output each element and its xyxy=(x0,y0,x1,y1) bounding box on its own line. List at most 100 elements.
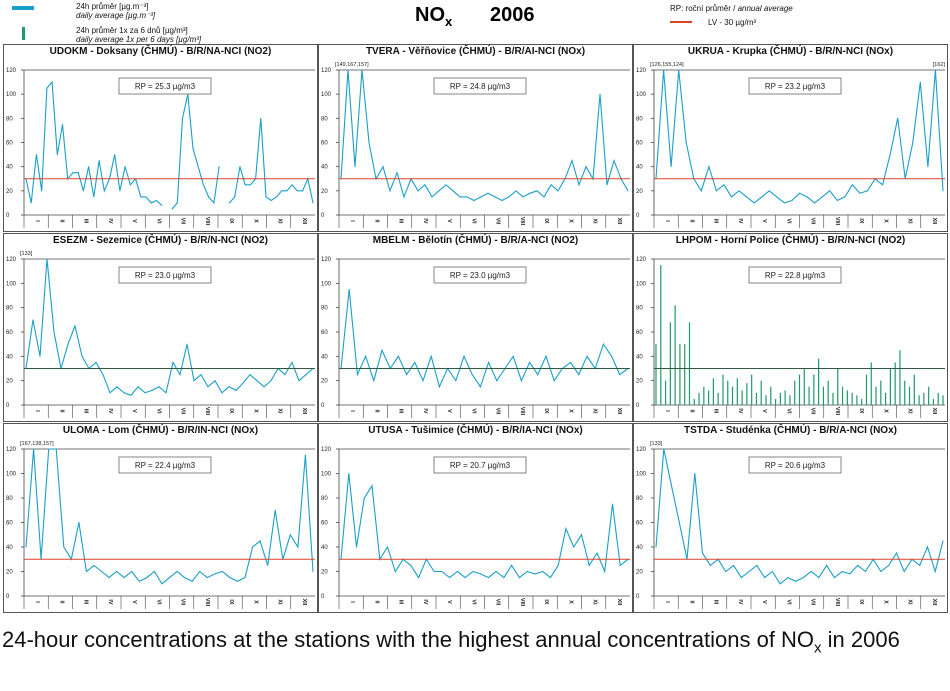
data-point xyxy=(895,552,897,554)
y-tick-label: 20 xyxy=(6,570,13,576)
month-label: I xyxy=(34,410,40,412)
data-point xyxy=(596,552,598,554)
data-point xyxy=(756,564,758,566)
data-point xyxy=(553,380,555,382)
month-label: XI xyxy=(907,218,913,224)
month-label: VII xyxy=(810,599,816,606)
data-point xyxy=(463,355,465,357)
y-tick-label: 80 xyxy=(321,496,328,502)
rp-label: RP = 22.4 µg/m3 xyxy=(135,461,196,470)
data-point xyxy=(466,196,468,198)
data-point xyxy=(406,374,408,376)
rp-label: RP = 23.2 µg/m3 xyxy=(765,82,826,91)
data-point xyxy=(495,571,497,572)
month-label: II xyxy=(58,219,64,223)
data-point xyxy=(63,546,65,548)
data-point xyxy=(116,386,118,388)
data-point xyxy=(748,571,750,572)
month-label: XII xyxy=(301,218,307,225)
data-point xyxy=(51,81,53,83)
data-point xyxy=(197,166,199,168)
data-point xyxy=(715,190,717,192)
month-label: X xyxy=(252,600,258,604)
data-point xyxy=(511,564,513,566)
data-point xyxy=(124,166,126,168)
data-point xyxy=(207,386,209,388)
data-point xyxy=(700,190,702,192)
data-point xyxy=(537,374,539,376)
month-label: V xyxy=(761,409,767,413)
peak-annotation: [126,155,124] xyxy=(650,62,684,68)
data-point xyxy=(670,166,672,168)
month-label: III xyxy=(83,409,89,414)
data-point xyxy=(256,380,258,382)
data-point xyxy=(381,349,383,351)
data-point xyxy=(101,571,103,572)
data-point xyxy=(260,117,262,119)
month-label: IV xyxy=(107,408,113,414)
data-point xyxy=(501,200,503,201)
y-tick-label: 120 xyxy=(6,447,17,453)
month-label: XI xyxy=(907,408,913,414)
rp-box xyxy=(433,266,527,284)
data-point xyxy=(866,190,868,192)
y-tick-label: 40 xyxy=(636,354,643,360)
data-point xyxy=(356,546,358,548)
data-point xyxy=(449,577,451,579)
month-label: XI xyxy=(277,408,283,414)
data-point xyxy=(919,81,921,83)
caption-tail: in 2006 xyxy=(821,627,900,652)
rp-box xyxy=(118,456,212,474)
y-tick-label: 20 xyxy=(636,189,643,195)
data-point xyxy=(191,580,193,582)
data-point xyxy=(218,166,220,168)
data-point xyxy=(438,190,440,192)
data-point xyxy=(456,571,458,572)
month-label: II xyxy=(373,409,379,413)
data-point xyxy=(144,392,146,394)
data-point xyxy=(158,386,160,388)
data-point xyxy=(746,196,748,198)
data-point xyxy=(441,571,443,572)
month-label: V xyxy=(761,600,767,604)
y-tick-label: 60 xyxy=(6,141,13,147)
y-tick-label: 80 xyxy=(321,306,328,312)
month-label: VII xyxy=(180,408,186,415)
data-point xyxy=(371,485,373,487)
series-line xyxy=(25,258,314,396)
month-label: X xyxy=(882,600,888,604)
month-label: VII xyxy=(180,218,186,225)
data-point xyxy=(459,196,461,198)
data-point xyxy=(508,196,510,198)
data-point xyxy=(274,509,276,511)
data-point xyxy=(275,196,277,198)
data-point xyxy=(472,571,474,572)
data-point xyxy=(414,361,416,363)
data-point xyxy=(213,202,215,204)
y-tick-label: 60 xyxy=(321,330,328,336)
data-point xyxy=(821,196,823,198)
data-point xyxy=(39,355,41,357)
legend-daily-swatch xyxy=(12,6,34,10)
data-point xyxy=(363,497,365,499)
month-label: IV xyxy=(737,408,743,414)
data-point xyxy=(619,564,621,566)
data-point xyxy=(361,69,363,71)
data-point xyxy=(236,580,238,582)
panel-title: ESEZM - Sezemice (ČHMÚ) - B/R/N-NCI (NO2… xyxy=(52,235,268,246)
data-point xyxy=(291,361,293,363)
data-point xyxy=(270,200,272,201)
month-label: VIII xyxy=(519,598,525,607)
title-text: NO xyxy=(415,4,445,26)
data-point xyxy=(267,564,269,566)
month-label: XII xyxy=(616,408,622,415)
data-point xyxy=(779,583,781,585)
station-panel: TVERA - Věřňovice (ČHMÚ) - B/R/AI-NCI (N… xyxy=(318,44,633,232)
data-point xyxy=(613,160,615,162)
data-point xyxy=(791,200,793,201)
station-panel: MBELM - Bělotín (ČHMÚ) - B/R/A-NCI (NO2)… xyxy=(318,233,633,422)
data-point xyxy=(841,571,843,572)
data-point xyxy=(193,380,195,382)
peak-annotation: [133] xyxy=(650,441,663,447)
